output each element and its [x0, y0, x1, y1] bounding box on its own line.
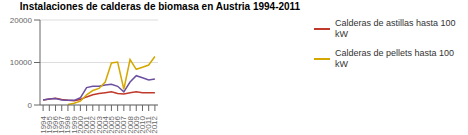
svg-text:2009: 2009 — [131, 116, 141, 134]
svg-text:2007: 2007 — [119, 116, 129, 134]
svg-text:2000: 2000 — [75, 116, 85, 134]
svg-text:2001: 2001 — [82, 116, 92, 134]
svg-text:10000: 10000 — [10, 58, 33, 67]
svg-text:2003: 2003 — [94, 116, 104, 134]
svg-text:2011: 2011 — [144, 116, 154, 134]
svg-text:1994: 1994 — [38, 116, 48, 134]
svg-text:1995: 1995 — [44, 116, 54, 134]
svg-text:2004: 2004 — [100, 116, 110, 134]
svg-text:20000: 20000 — [10, 16, 33, 25]
svg-text:2012: 2012 — [150, 115, 159, 133]
svg-text:1999: 1999 — [69, 116, 79, 134]
svg-text:1998: 1998 — [63, 116, 73, 134]
svg-text:2005: 2005 — [106, 116, 116, 134]
svg-text:0: 0 — [28, 101, 33, 110]
svg-text:1996: 1996 — [51, 116, 60, 134]
svg-text:1997: 1997 — [57, 116, 67, 134]
svg-text:2002: 2002 — [88, 116, 98, 134]
svg-text:2008: 2008 — [125, 116, 135, 134]
html-text:Calderas de pellets hasta 100: Calderas de pellets hasta 100 kW — [335, 48, 455, 69]
html-text:Instalaciones de calderas de b: Instalaciones de calderas de biomasa en … — [19, 1, 301, 12]
svg-text:2010: 2010 — [138, 116, 147, 134]
svg-text:2006: 2006 — [113, 116, 123, 134]
html-text:Calderas de astillas hasta 100: Calderas de astillas hasta 100 kW — [335, 18, 456, 39]
